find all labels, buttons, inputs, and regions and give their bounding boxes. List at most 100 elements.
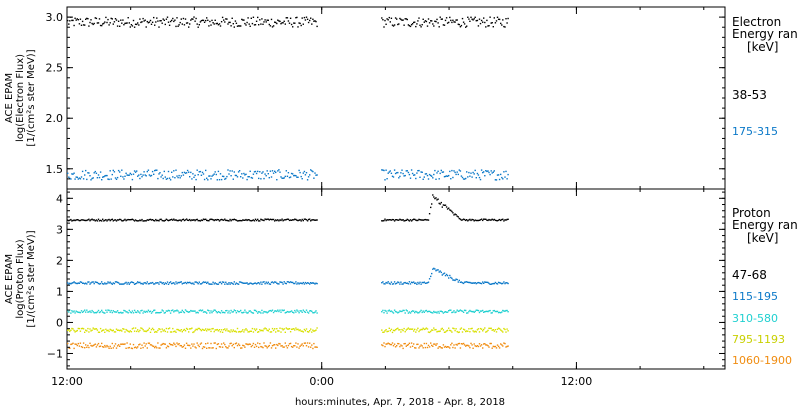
data-point (264, 345, 266, 347)
data-point (471, 311, 473, 313)
data-point (105, 174, 107, 177)
data-point (77, 311, 79, 313)
data-point (125, 22, 127, 24)
data-point (104, 175, 106, 177)
data-point (198, 345, 200, 348)
data-point (285, 345, 287, 347)
data-point (158, 328, 160, 330)
data-point (254, 170, 257, 173)
data-point (440, 347, 442, 349)
data-point (234, 219, 237, 221)
data-point (506, 178, 508, 180)
data-point (226, 219, 228, 222)
data-point (142, 346, 144, 349)
data-point (456, 309, 458, 311)
data-point (138, 311, 140, 313)
data-point (144, 311, 146, 313)
data-point (396, 311, 398, 313)
data-point (194, 329, 196, 332)
data-point (85, 311, 87, 313)
data-point (307, 176, 310, 178)
data-point (304, 174, 307, 176)
data-point (278, 169, 280, 171)
data-point (183, 311, 186, 314)
data-point (142, 174, 144, 176)
data-point (175, 25, 177, 28)
data-point (158, 312, 160, 314)
data-point (114, 18, 117, 20)
data-point (85, 219, 87, 222)
data-point (392, 329, 395, 332)
data-point (458, 279, 460, 282)
data-point (257, 342, 259, 344)
data-point (109, 311, 111, 313)
data-point (266, 329, 268, 331)
data-point (158, 283, 160, 285)
data-point (208, 347, 210, 349)
data-point (279, 219, 281, 221)
data-point (267, 311, 269, 313)
data-point (217, 219, 220, 221)
data-point (300, 175, 302, 178)
data-point (411, 23, 414, 25)
data-point (247, 219, 249, 221)
x-tick-label: 12:00 (51, 375, 83, 388)
data-point (148, 21, 151, 23)
data-point (67, 172, 69, 174)
data-point (98, 18, 101, 20)
data-point (404, 312, 406, 314)
data-point (382, 309, 384, 312)
data-point (404, 281, 406, 284)
data-point (188, 311, 190, 313)
data-point (489, 309, 491, 312)
data-point (483, 343, 485, 345)
data-point (95, 281, 98, 283)
data-point (472, 19, 474, 21)
data-point (385, 219, 387, 222)
data-point (101, 220, 103, 222)
data-point (114, 281, 117, 283)
data-point (173, 282, 175, 284)
data-point (126, 342, 128, 344)
data-point (473, 18, 475, 20)
data-point (178, 343, 180, 345)
data-point (285, 327, 287, 329)
data-point (190, 328, 192, 330)
data-point (75, 176, 77, 178)
data-point (408, 220, 411, 222)
data-point (483, 282, 485, 284)
data-point (92, 311, 94, 313)
data-point (407, 24, 410, 26)
data-point (194, 174, 196, 177)
data-point (150, 23, 153, 25)
data-point (148, 174, 151, 176)
data-point (131, 25, 134, 27)
data-point (213, 309, 215, 311)
data-point (233, 26, 235, 28)
data-point (295, 342, 297, 344)
data-point (488, 282, 490, 285)
data-point (398, 281, 400, 284)
data-point (275, 331, 277, 333)
data-point (130, 331, 133, 333)
data-point (259, 220, 261, 222)
data-point (503, 342, 505, 344)
data-point (392, 345, 395, 347)
data-point (200, 310, 203, 312)
data-point (76, 344, 78, 347)
data-point (478, 219, 481, 221)
data-point (70, 218, 72, 221)
data-point (81, 346, 84, 349)
data-point (465, 26, 467, 28)
data-point (409, 328, 412, 330)
data-point (192, 282, 194, 284)
data-point (298, 312, 300, 314)
data-point (490, 283, 492, 285)
data-point (434, 329, 436, 331)
data-point (227, 23, 229, 25)
data-point (116, 345, 119, 347)
data-point (484, 281, 486, 283)
proton-ylabel-line-2: log(Proton Flux) (15, 239, 26, 318)
data-point (400, 310, 402, 313)
data-point (441, 206, 443, 208)
